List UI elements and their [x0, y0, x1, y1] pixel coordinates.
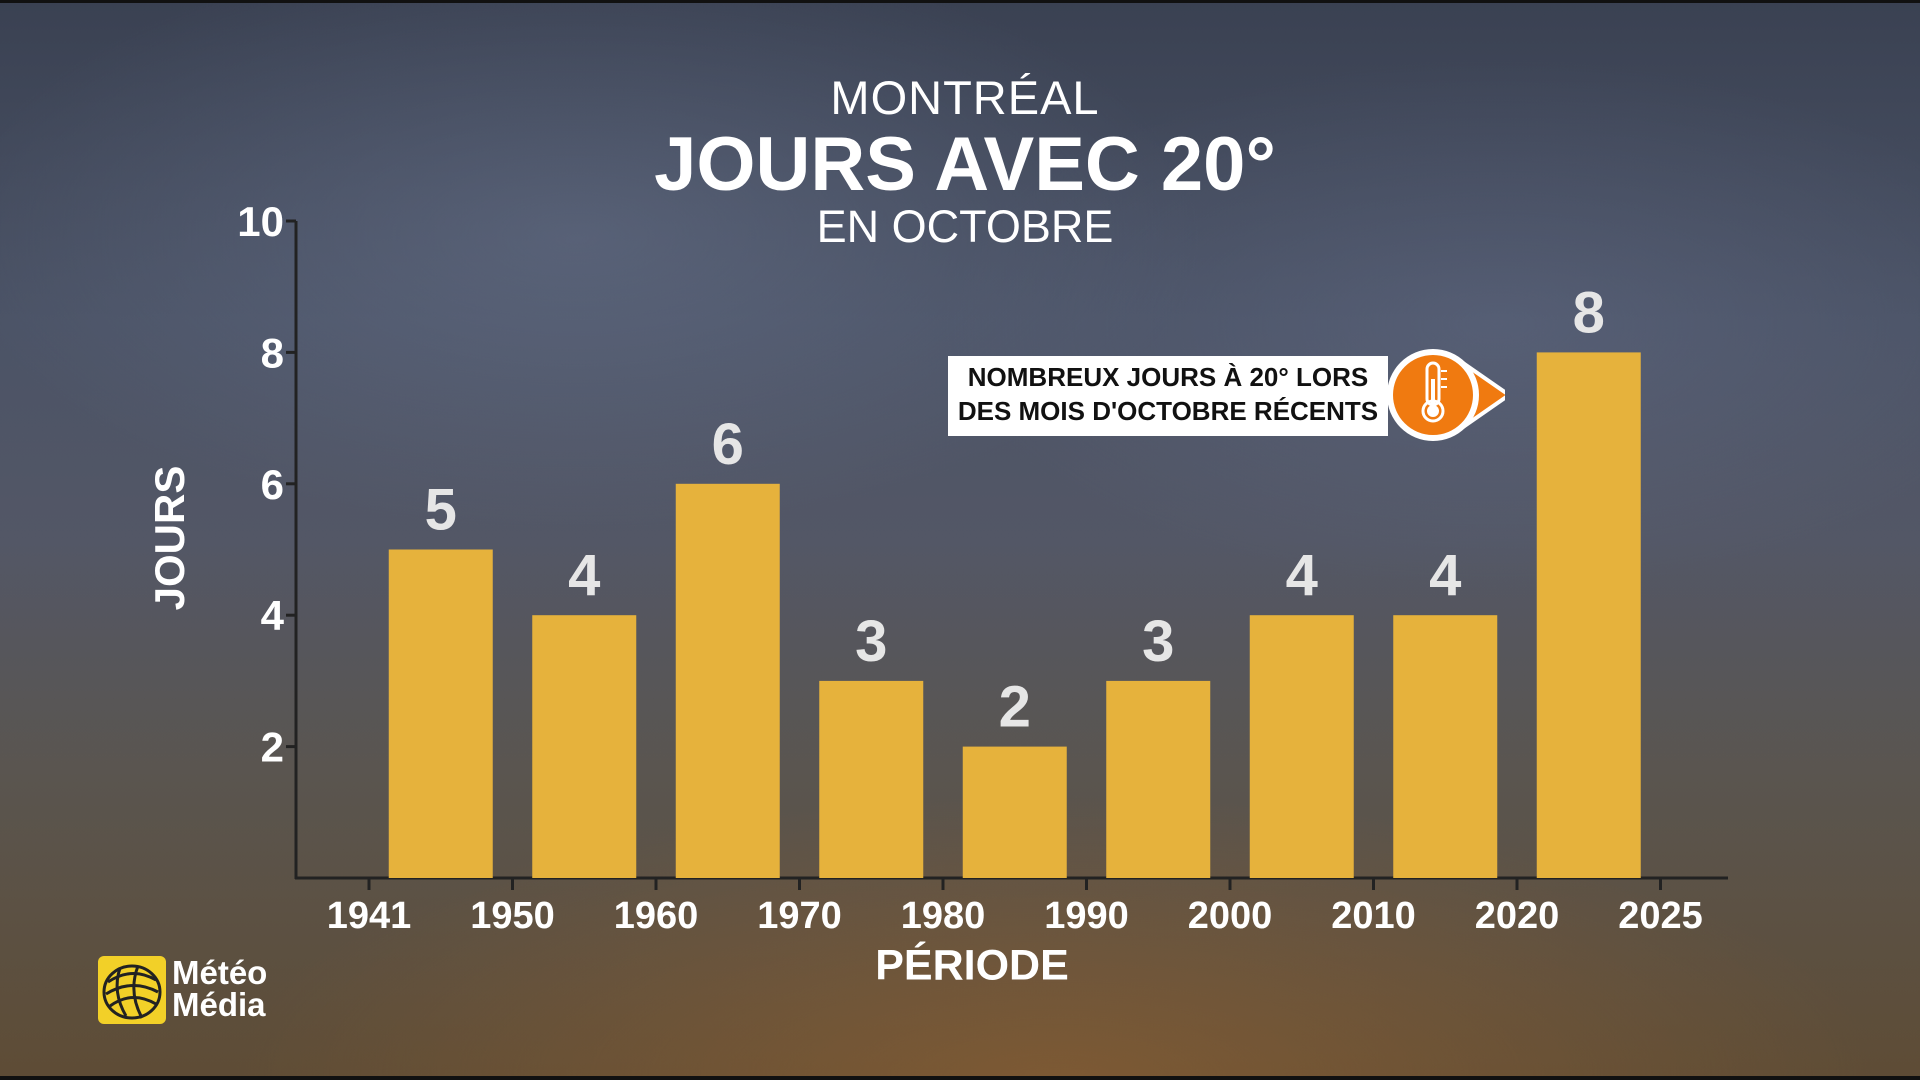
y-tick-label: 2 [261, 724, 284, 771]
x-tick-label: 1990 [1044, 895, 1129, 937]
meteomedia-logo: Météo Média [98, 956, 278, 1026]
x-tick-label: 2000 [1188, 895, 1273, 937]
bottom-frame-border [0, 1076, 1920, 1080]
data-label: 4 [1429, 543, 1461, 608]
data-label: 5 [425, 478, 457, 543]
callout-box [948, 356, 1388, 436]
bar [388, 549, 493, 878]
x-axis-label: PÉRIODE [875, 941, 1069, 990]
data-label: 4 [1286, 543, 1318, 608]
bar [962, 746, 1067, 878]
y-tick-label: 10 [237, 198, 284, 245]
logo-text: Météo Média [172, 954, 268, 1023]
data-label: 2 [999, 675, 1031, 740]
data-label: 3 [855, 609, 887, 674]
y-tick-label: 6 [261, 461, 284, 508]
bar [675, 483, 780, 878]
chart-subtitle: EN OCTOBRE [816, 201, 1114, 252]
bar [819, 680, 924, 878]
y-tick-label: 4 [261, 592, 285, 639]
x-tick-label: 1960 [614, 895, 699, 937]
callout-line-1: NOMBREUX JOURS À 20° LORS [967, 362, 1369, 392]
callout-text: NOMBREUX JOURS À 20° LORS DES MOIS D'OCT… [948, 360, 1388, 428]
chart-location: MONTRÉAL [830, 71, 1100, 124]
x-tick-label: 2020 [1475, 895, 1560, 937]
top-frame-border [0, 0, 1920, 3]
chart-title: JOURS AVEC 20° [654, 122, 1276, 207]
logo-line-2: Média [172, 986, 266, 1023]
data-label: 6 [712, 412, 744, 477]
chart-title-block: MONTRÉAL JOURS AVEC 20° EN OCTOBRE [0, 70, 1920, 252]
callout-line-2: DES MOIS D'OCTOBRE RÉCENTS [957, 396, 1379, 426]
x-tick-label: 1980 [901, 895, 986, 937]
bar [532, 615, 637, 878]
logo-line-1: Météo [172, 954, 268, 991]
bar [1106, 680, 1211, 878]
thermometer-icon [1387, 349, 1505, 441]
data-label: 3 [1142, 609, 1174, 674]
bar [1536, 352, 1641, 878]
bar [1393, 615, 1498, 878]
x-tick-label: 2010 [1331, 895, 1416, 937]
x-tick-label: 1970 [757, 895, 842, 937]
y-axis-label: JOURS [146, 465, 193, 611]
data-label: 8 [1573, 280, 1605, 345]
x-tick-label: 1941 [327, 895, 412, 937]
x-tick-label: 2025 [1618, 895, 1703, 937]
y-tick-label: 8 [261, 329, 284, 376]
data-label: 4 [568, 543, 600, 608]
x-tick-label: 1950 [470, 895, 555, 937]
bar [1249, 615, 1354, 878]
globe-icon [98, 956, 166, 1024]
